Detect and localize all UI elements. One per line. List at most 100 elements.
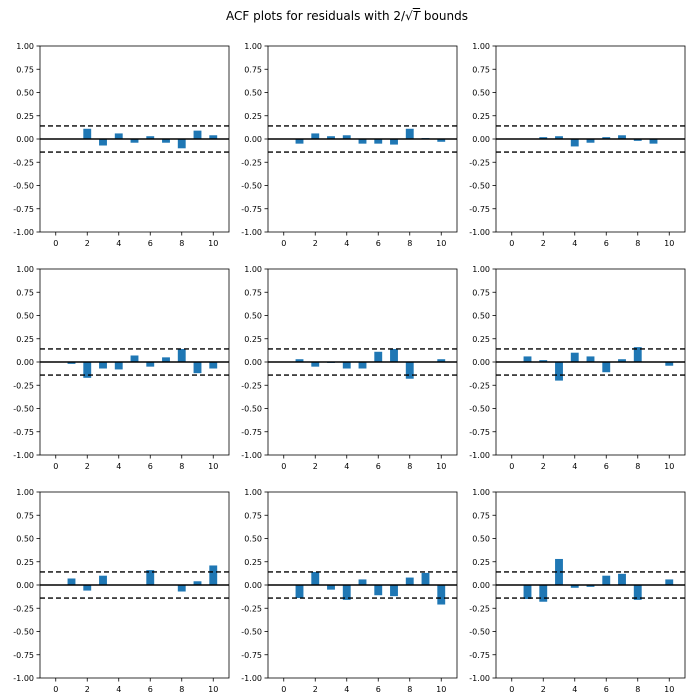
- acf-bar: [67, 362, 76, 364]
- acf-bar: [342, 362, 351, 369]
- y-tick-label: 0.75: [244, 288, 262, 297]
- x-tick-label: 2: [85, 685, 90, 694]
- x-tick-label: 2: [313, 685, 318, 694]
- y-tick-label: -1.00: [469, 228, 490, 237]
- x-tick-label: 2: [541, 239, 546, 248]
- y-tick-label: 1.00: [472, 265, 490, 274]
- y-tick-label: 0.25: [16, 335, 34, 344]
- y-tick-label: -0.25: [241, 381, 262, 390]
- y-tick-label: -0.50: [241, 182, 262, 191]
- y-tick-label: -0.75: [13, 205, 34, 214]
- acf-bar: [374, 585, 383, 596]
- x-tick-label: 0: [509, 239, 514, 248]
- acf-bar: [390, 348, 398, 362]
- y-tick-label: -0.50: [241, 628, 262, 637]
- acf-bar: [311, 362, 320, 367]
- acf-bar: [618, 359, 626, 362]
- y-tick-label: 1.00: [244, 265, 262, 274]
- y-tick-label: 0.50: [16, 89, 34, 98]
- x-tick-label: 6: [148, 239, 153, 248]
- y-tick-label: -0.75: [13, 651, 34, 660]
- y-tick-label: -1.00: [241, 674, 262, 683]
- y-tick-label: 1.00: [16, 42, 34, 51]
- acf-bar: [602, 575, 611, 585]
- y-tick-label: 0.50: [472, 535, 490, 544]
- acf-bar: [327, 136, 335, 139]
- x-tick-label: 8: [179, 462, 184, 471]
- y-tick-label: -1.00: [13, 451, 34, 460]
- acf-bar: [114, 362, 123, 370]
- acf-bar: [193, 581, 202, 585]
- y-tick-label: 1.00: [472, 42, 490, 51]
- y-tick-label: 0.75: [244, 65, 262, 74]
- y-tick-label: -0.50: [13, 628, 34, 637]
- x-tick-label: 0: [281, 462, 286, 471]
- y-tick-label: 0.75: [472, 65, 490, 74]
- y-tick-label: 1.00: [244, 488, 262, 497]
- y-tick-label: -0.25: [241, 604, 262, 613]
- y-tick-label: 0.00: [244, 358, 262, 367]
- acf-subplot-8: -1.00 -0.75 -0.50 -0.25 0.00 0.25 0.50 0.75 1.00…: [241, 488, 458, 694]
- acf-bar: [555, 558, 563, 585]
- acf-bar: [162, 357, 170, 362]
- y-tick-label: -0.25: [241, 158, 262, 167]
- y-tick-label: -0.75: [469, 651, 490, 660]
- x-tick-label: 6: [376, 462, 381, 471]
- y-tick-label: -0.50: [13, 182, 34, 191]
- y-tick-label: 0.25: [244, 112, 262, 121]
- x-tick-label: 6: [604, 239, 609, 248]
- x-tick-label: 6: [148, 685, 153, 694]
- y-tick-label: -0.75: [241, 651, 262, 660]
- x-tick-label: 6: [376, 239, 381, 248]
- y-tick-label: 0.00: [16, 581, 34, 590]
- y-tick-label: 0.75: [472, 288, 490, 297]
- acf-bar: [99, 362, 107, 369]
- x-tick-label: 0: [53, 239, 58, 248]
- acf-bar: [114, 133, 123, 139]
- acf-bar: [523, 356, 532, 362]
- y-tick-label: 0.00: [16, 135, 34, 144]
- y-tick-label: -1.00: [13, 674, 34, 683]
- x-tick-label: 6: [148, 462, 153, 471]
- x-tick-label: 10: [208, 462, 218, 471]
- y-tick-label: 0.75: [472, 511, 490, 520]
- acf-bar: [358, 579, 367, 585]
- acf-bar: [390, 139, 398, 145]
- acf-bar: [555, 136, 563, 139]
- acf-bar: [209, 565, 218, 585]
- x-tick-label: 0: [281, 239, 286, 248]
- acf-subplot-7: -1.00 -0.75 -0.50 -0.25 0.00 0.25 0.50 0.75 1.00…: [13, 488, 230, 694]
- y-tick-label: 0.00: [244, 581, 262, 590]
- acf-subplot-3: -1.00 -0.75 -0.50 -0.25 0.00 0.25 0.50 0.75 1.00…: [469, 42, 686, 248]
- y-tick-label: 0.00: [244, 135, 262, 144]
- y-tick-label: -0.25: [13, 381, 34, 390]
- acf-bar: [570, 139, 579, 147]
- x-tick-label: 0: [509, 685, 514, 694]
- y-tick-label: -0.25: [469, 158, 490, 167]
- acf-bar: [209, 362, 218, 369]
- x-tick-label: 8: [635, 685, 640, 694]
- acf-bar: [570, 352, 579, 362]
- acf-bar: [665, 362, 674, 366]
- acf-bar: [193, 130, 202, 139]
- x-tick-label: 8: [179, 685, 184, 694]
- acf-bar: [633, 585, 642, 600]
- x-tick-label: 6: [604, 462, 609, 471]
- y-tick-label: 0.25: [16, 558, 34, 567]
- y-tick-label: 0.50: [244, 535, 262, 544]
- y-tick-label: -0.50: [469, 628, 490, 637]
- acf-bar: [342, 585, 351, 600]
- acf-bar: [649, 139, 658, 144]
- y-tick-label: -0.75: [469, 428, 490, 437]
- acf-bar: [146, 136, 155, 139]
- acf-bar: [162, 139, 170, 143]
- x-tick-label: 2: [313, 462, 318, 471]
- x-tick-label: 10: [436, 685, 446, 694]
- acf-bar: [311, 571, 320, 585]
- acf-bar: [437, 139, 446, 142]
- y-tick-label: -0.75: [241, 205, 262, 214]
- y-tick-label: -0.75: [469, 205, 490, 214]
- acf-bar: [130, 139, 139, 143]
- acf-bar: [327, 585, 335, 590]
